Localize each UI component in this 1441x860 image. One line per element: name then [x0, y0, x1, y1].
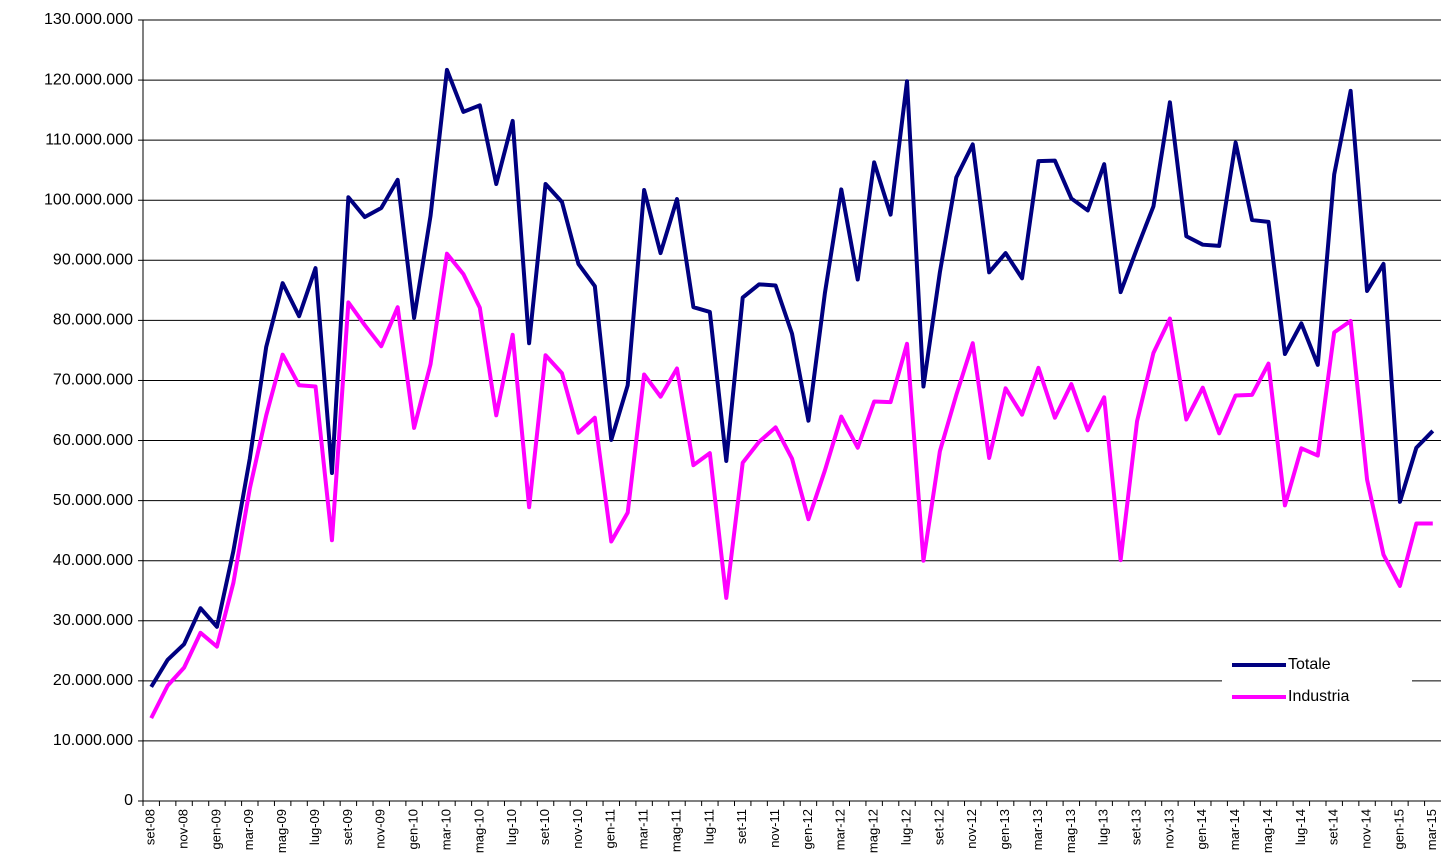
y-tick-label: 30.000.000	[53, 612, 133, 629]
legend-box	[1222, 650, 1412, 712]
x-tick-label: nov-10	[570, 809, 585, 849]
x-tick-label: gen-11	[603, 809, 618, 849]
x-tick-label: lug-10	[504, 809, 519, 845]
x-tick-label: lug-14	[1293, 809, 1308, 845]
x-tick-label: set-10	[537, 809, 552, 845]
y-tick-label: 40.000.000	[53, 552, 133, 569]
x-tick-label: mar-12	[833, 809, 848, 850]
x-tick-label: mar-13	[1030, 809, 1045, 850]
series-line	[149, 251, 1433, 719]
x-tick-label: gen-15	[1391, 809, 1406, 849]
x-tick-label: mar-11	[636, 809, 651, 849]
x-tick-label: lug-11	[701, 809, 716, 844]
x-tick-label: gen-10	[406, 809, 421, 849]
x-tick-label: gen-14	[1194, 809, 1209, 849]
x-tick-label: mag-11	[668, 809, 683, 852]
y-tick-label: 80.000.000	[53, 312, 133, 329]
x-tick-label: mag-10	[471, 809, 486, 853]
y-tick-label: 60.000.000	[53, 432, 133, 449]
x-tick-label: nov-12	[964, 809, 979, 849]
x-tick-label: nov-11	[767, 809, 782, 848]
y-tick-label: 10.000.000	[53, 732, 133, 749]
legend-label: Totale	[1288, 656, 1331, 673]
y-tick-label: 100.000.000	[44, 191, 133, 208]
y-tick-label: 0	[124, 792, 133, 809]
legend-label: Industria	[1288, 688, 1349, 705]
x-tick-label: set-09	[340, 809, 355, 845]
x-tick-label: lug-13	[1096, 809, 1111, 845]
x-tick-label: gen-12	[800, 809, 815, 849]
x-tick-label: nov-08	[176, 809, 191, 849]
series-line	[149, 67, 1435, 688]
y-tick-label: 110.000.000	[45, 131, 133, 148]
x-tick-label: gen-13	[997, 809, 1012, 849]
x-tick-label: mag-12	[866, 809, 881, 853]
x-tick-label: mar-15	[1424, 809, 1439, 850]
x-tick-label: nov-14	[1359, 809, 1374, 849]
x-tick-label: nov-09	[373, 809, 388, 849]
x-tick-label: mar-10	[438, 809, 453, 850]
x-tick-label: mag-09	[274, 809, 289, 853]
x-tick-label: nov-13	[1161, 809, 1176, 849]
y-tick-label: 90.000.000	[53, 252, 133, 269]
x-tick-label: mar-14	[1227, 809, 1242, 850]
y-tick-label: 70.000.000	[53, 372, 133, 389]
y-tick-label: 130.000.000	[44, 11, 133, 28]
x-tick-label: mar-09	[241, 809, 256, 850]
x-tick-label: lug-12	[898, 809, 913, 845]
x-tick-label: set-11	[734, 809, 749, 844]
x-tick-label: mag-14	[1260, 809, 1275, 853]
x-tick-label: set-12	[931, 809, 946, 845]
x-tick-label: lug-09	[307, 809, 322, 845]
x-tick-label: gen-09	[208, 809, 223, 849]
x-tick-label: mag-13	[1063, 809, 1078, 853]
y-tick-label: 120.000.000	[44, 71, 133, 88]
y-tick-label: 20.000.000	[53, 672, 133, 689]
x-tick-label: set-13	[1128, 809, 1143, 845]
y-tick-label: 50.000.000	[53, 492, 133, 509]
x-tick-label: set-08	[143, 809, 158, 845]
x-tick-label: set-14	[1326, 809, 1341, 845]
